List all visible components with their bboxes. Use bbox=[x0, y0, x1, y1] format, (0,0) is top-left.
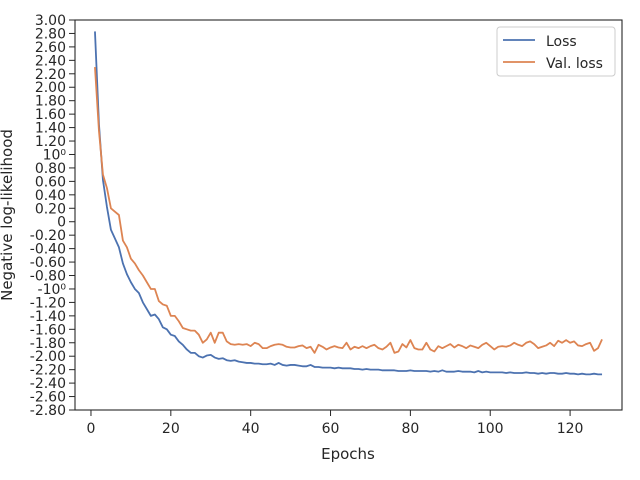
y-tick-label: 0.40 bbox=[35, 188, 66, 204]
x-tick-label: 60 bbox=[322, 421, 340, 437]
y-tick-label: -2.00 bbox=[30, 349, 66, 365]
y-tick-label: 1.60 bbox=[35, 107, 66, 123]
y-tick-label: -1.60 bbox=[30, 322, 66, 338]
y-tick-label: 0.80 bbox=[35, 161, 66, 177]
y-tick-label: -1.80 bbox=[30, 336, 66, 352]
y-axis-ticks: 3.002.802.602.402.202.001.801.601.401.20… bbox=[30, 13, 75, 419]
y-tick-label: 0.20 bbox=[35, 201, 66, 217]
y-tick-label: -2.60 bbox=[30, 390, 66, 406]
y-tick-label: -1.40 bbox=[30, 309, 66, 325]
y-tick-label: -0.80 bbox=[30, 269, 66, 285]
y-tick-label: -0.20 bbox=[30, 228, 66, 244]
plot-frame bbox=[74, 19, 623, 411]
y-tick-label: -1.20 bbox=[30, 295, 66, 311]
y-tick-label: 2.40 bbox=[35, 53, 66, 69]
x-axis-label: Epochs bbox=[321, 445, 375, 463]
y-tick-label: 2.80 bbox=[35, 26, 66, 42]
y-tick-label: 1.40 bbox=[35, 121, 66, 137]
plot-area bbox=[75, 20, 622, 410]
legend-label-val-loss: Val. loss bbox=[546, 56, 603, 72]
y-tick-label: 2.00 bbox=[35, 80, 66, 96]
x-tick-label: 100 bbox=[477, 421, 504, 437]
y-tick-label: -10⁰ bbox=[38, 282, 67, 298]
legend-label-loss: Loss bbox=[546, 34, 577, 50]
y-tick-label: -2.20 bbox=[30, 363, 66, 379]
series-layer bbox=[94, 31, 603, 376]
x-tick-label: 40 bbox=[242, 421, 260, 437]
y-axis-label: Negative log-likelihood bbox=[0, 129, 16, 301]
y-tick-label: -0.40 bbox=[30, 242, 66, 258]
y-tick-label: 1.20 bbox=[35, 134, 66, 150]
series-line-val-loss bbox=[94, 67, 603, 354]
legend: Loss Val. loss bbox=[496, 26, 616, 77]
y-tick-label: 0 bbox=[57, 215, 66, 231]
y-tick-label: 2.20 bbox=[35, 67, 66, 83]
x-tick-label: 120 bbox=[557, 421, 584, 437]
y-tick-label: -2.80 bbox=[30, 403, 66, 419]
y-tick-label: 2.60 bbox=[35, 40, 66, 56]
series-line-loss bbox=[94, 31, 603, 376]
y-tick-label: -2.40 bbox=[30, 376, 66, 392]
x-tick-label: 20 bbox=[162, 421, 180, 437]
y-tick-label: 10⁰ bbox=[43, 147, 67, 163]
y-tick-label: 3.00 bbox=[35, 13, 66, 29]
y-tick-label: 0.60 bbox=[35, 174, 66, 190]
x-tick-label: 0 bbox=[87, 421, 96, 437]
x-axis-ticks: 0 20 40 60 80 100 120 bbox=[87, 410, 584, 437]
y-tick-label: 1.80 bbox=[35, 94, 66, 110]
x-tick-label: 80 bbox=[401, 421, 419, 437]
y-tick-label: -0.60 bbox=[30, 255, 66, 271]
